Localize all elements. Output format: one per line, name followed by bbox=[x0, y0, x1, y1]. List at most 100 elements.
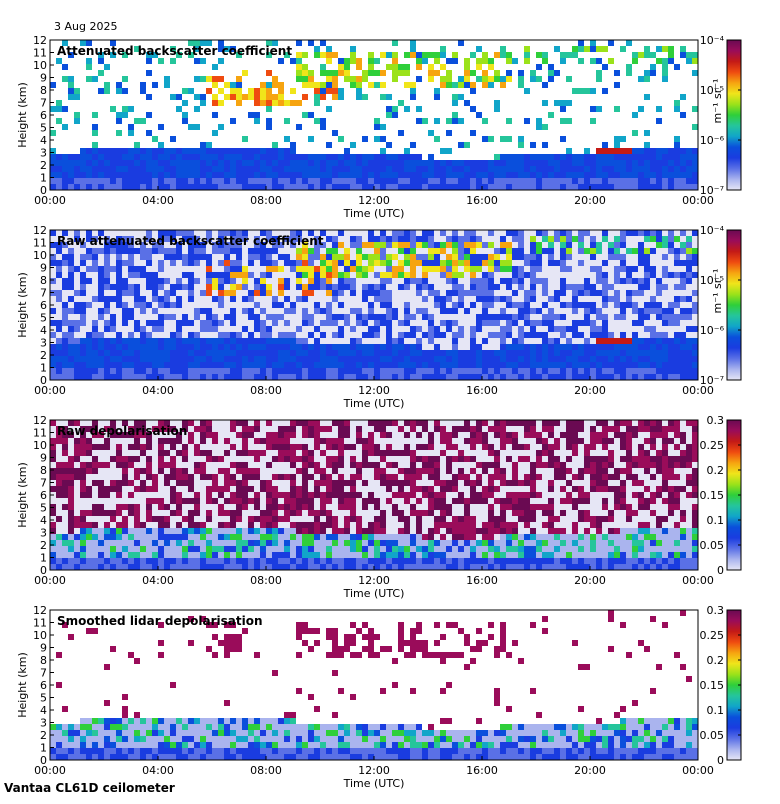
chart-title: Raw attenuated backscatter coefficient bbox=[57, 234, 324, 248]
x-tick-label: 16:00 bbox=[466, 764, 498, 777]
x-axis-label: Time (UTC) bbox=[343, 777, 405, 790]
colorbar-tick-label: 0.2 bbox=[707, 654, 725, 667]
colorbar-tick-label: 10⁻⁷ bbox=[700, 184, 724, 197]
y-tick-label: 8 bbox=[40, 84, 47, 97]
y-tick-label: 10 bbox=[33, 249, 47, 262]
colorbar-tick-label: 0.15 bbox=[700, 679, 725, 692]
x-tick-label: 00:00 bbox=[34, 574, 66, 587]
station-label: Vantaa CL61D ceilometer bbox=[4, 781, 175, 795]
chart-title: Smoothed lidar depolarisation bbox=[57, 614, 263, 628]
y-tick-label: 3 bbox=[40, 337, 47, 350]
y-tick-label: 6 bbox=[40, 489, 47, 502]
y-tick-label: 2 bbox=[40, 159, 47, 172]
colorbar: 00.050.10.150.20.250.3 bbox=[700, 414, 742, 577]
x-tick-label: 08:00 bbox=[250, 194, 282, 207]
heatmap-field bbox=[50, 420, 698, 570]
y-tick-label: 1 bbox=[40, 552, 47, 565]
y-tick-label: 5 bbox=[40, 122, 47, 135]
y-tick-label: 9 bbox=[40, 72, 47, 85]
x-tick-label: 00:00 bbox=[682, 574, 714, 587]
y-tick-label: 12 bbox=[33, 34, 47, 47]
y-tick-label: 11 bbox=[33, 427, 47, 440]
y-tick-label: 10 bbox=[33, 629, 47, 642]
x-tick-label: 20:00 bbox=[574, 194, 606, 207]
colorbar-tick-label: 0 bbox=[717, 754, 724, 767]
y-tick-label: 1 bbox=[40, 362, 47, 375]
y-tick-label: 5 bbox=[40, 692, 47, 705]
y-tick-label: 11 bbox=[33, 617, 47, 630]
colorbar-tick-label: 0.1 bbox=[707, 704, 725, 717]
colorbar: 10⁻⁷10⁻⁶10⁻⁵10⁻⁴m⁻¹ sr⁻¹ bbox=[700, 224, 741, 387]
chart-title: Raw depolarisation bbox=[57, 424, 187, 438]
colorbar-tick-label: 10⁻⁷ bbox=[700, 374, 724, 387]
y-tick-label: 11 bbox=[33, 47, 47, 60]
x-tick-label: 16:00 bbox=[466, 384, 498, 397]
colorbar-unit-label: m⁻¹ sr⁻¹ bbox=[711, 79, 724, 124]
y-tick-label: 7 bbox=[40, 477, 47, 490]
x-tick-label: 12:00 bbox=[358, 194, 390, 207]
colorbar-tick-label: 0.25 bbox=[700, 439, 725, 452]
y-axis-label: Height (km) bbox=[16, 462, 29, 528]
y-tick-label: 10 bbox=[33, 439, 47, 452]
y-tick-label: 5 bbox=[40, 312, 47, 325]
colorbar-tick-label: 0 bbox=[717, 564, 724, 577]
x-tick-label: 16:00 bbox=[466, 574, 498, 587]
y-tick-label: 1 bbox=[40, 172, 47, 185]
y-tick-label: 10 bbox=[33, 59, 47, 72]
x-axis-label: Time (UTC) bbox=[343, 397, 405, 410]
y-tick-label: 8 bbox=[40, 274, 47, 287]
y-tick-label: 3 bbox=[40, 717, 47, 730]
x-tick-label: 12:00 bbox=[358, 574, 390, 587]
x-tick-label: 08:00 bbox=[250, 764, 282, 777]
y-tick-label: 3 bbox=[40, 527, 47, 540]
x-axis-label: Time (UTC) bbox=[343, 207, 405, 220]
y-tick-label: 12 bbox=[33, 414, 47, 427]
y-tick-label: 5 bbox=[40, 502, 47, 515]
x-tick-label: 20:00 bbox=[574, 574, 606, 587]
y-tick-label: 3 bbox=[40, 147, 47, 160]
x-axis-label: Time (UTC) bbox=[343, 587, 405, 600]
x-tick-label: 20:00 bbox=[574, 384, 606, 397]
colorbar-unit-label: m⁻¹ sr⁻¹ bbox=[711, 269, 724, 314]
colorbar-tick-label: 0.3 bbox=[707, 414, 725, 427]
colorbar: 00.050.10.150.20.250.3 bbox=[700, 604, 742, 767]
y-axis-label: Height (km) bbox=[16, 272, 29, 338]
y-tick-label: 2 bbox=[40, 539, 47, 552]
x-tick-label: 04:00 bbox=[142, 764, 174, 777]
x-tick-label: 04:00 bbox=[142, 574, 174, 587]
colorbar: 10⁻⁷10⁻⁶10⁻⁵10⁻⁴m⁻¹ sr⁻¹ bbox=[700, 34, 741, 197]
colorbar-tick-label: 0.1 bbox=[707, 514, 725, 527]
x-tick-label: 12:00 bbox=[358, 384, 390, 397]
y-tick-label: 4 bbox=[40, 324, 47, 337]
y-tick-label: 8 bbox=[40, 654, 47, 667]
heatmap-field bbox=[50, 610, 698, 760]
y-tick-label: 9 bbox=[40, 262, 47, 275]
colorbar-tick-label: 0.15 bbox=[700, 489, 725, 502]
x-tick-label: 04:00 bbox=[142, 194, 174, 207]
y-tick-label: 4 bbox=[40, 134, 47, 147]
y-tick-label: 7 bbox=[40, 287, 47, 300]
y-axis-label: Height (km) bbox=[16, 652, 29, 718]
x-tick-label: 04:00 bbox=[142, 384, 174, 397]
colorbar-tick-label: 10⁻⁶ bbox=[700, 134, 725, 147]
y-tick-label: 9 bbox=[40, 642, 47, 655]
x-tick-label: 00:00 bbox=[34, 194, 66, 207]
heatmap-field bbox=[50, 230, 698, 380]
colorbar-tick-label: 0.2 bbox=[707, 464, 725, 477]
x-tick-label: 00:00 bbox=[682, 764, 714, 777]
chart-title: Attenuated backscatter coefficient bbox=[57, 44, 292, 58]
x-tick-label: 08:00 bbox=[250, 574, 282, 587]
y-tick-label: 11 bbox=[33, 237, 47, 250]
colorbar-tick-label: 0.3 bbox=[707, 604, 725, 617]
y-tick-label: 9 bbox=[40, 452, 47, 465]
y-tick-label: 1 bbox=[40, 742, 47, 755]
colorbar-tick-label: 0.05 bbox=[700, 729, 725, 742]
colorbar-tick-label: 10⁻⁶ bbox=[700, 324, 725, 337]
y-tick-label: 2 bbox=[40, 349, 47, 362]
colorbar-gradient bbox=[727, 230, 741, 380]
y-tick-label: 2 bbox=[40, 729, 47, 742]
